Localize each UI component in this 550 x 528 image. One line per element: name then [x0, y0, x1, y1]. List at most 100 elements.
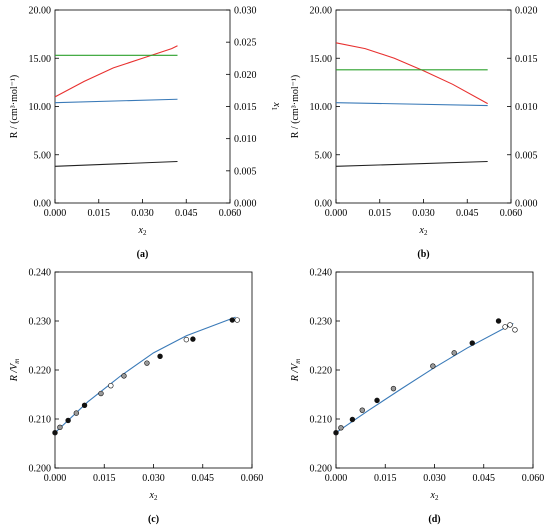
- y-axis-label: R / (cm³·mol⁻¹): [290, 75, 301, 139]
- y-tick-label: 0.220: [310, 366, 333, 377]
- y2-tick-label: 0.020: [515, 6, 538, 17]
- plot-frame: [54, 271, 253, 469]
- x-tick-label: 0.045: [473, 473, 496, 484]
- series-line-0: [54, 45, 178, 98]
- y2-label-sub: 1: [270, 107, 278, 111]
- data-point: [374, 397, 380, 404]
- x-tick-label: 0.030: [412, 208, 435, 219]
- y-tick-label: 20.00: [29, 6, 52, 17]
- data-point: [349, 416, 356, 423]
- x-tick-label: 0.030: [142, 473, 165, 484]
- data-point: [65, 417, 71, 424]
- plot-frame: [54, 9, 231, 204]
- x-tick-label: 0.060: [500, 208, 523, 219]
- series-line-2: [54, 98, 178, 104]
- chart-panel: 0.000 0.015 0.030 0.045 0.060 0.00 5.00 10.00 15…: [9, 6, 282, 261]
- data-point: [390, 385, 397, 392]
- x-tick-label: 0.060: [219, 208, 242, 219]
- data-point: [190, 336, 196, 342]
- data-point: [229, 317, 236, 323]
- data-point: [451, 350, 457, 356]
- y-label-sub: m: [294, 359, 302, 364]
- data-point: [183, 336, 190, 343]
- series-line-2: [335, 102, 488, 107]
- y-tick-label: 0.240: [310, 268, 333, 279]
- y-tick-label: 0.230: [29, 317, 52, 328]
- data-point: [502, 324, 508, 330]
- data-point: [469, 340, 475, 346]
- panel-label: (d): [428, 514, 440, 525]
- y2-tick-label: 0.005: [515, 150, 538, 161]
- data-point: [81, 402, 88, 408]
- x-tick-label: 0.030: [131, 208, 154, 219]
- x-axis-label: x2: [138, 225, 147, 237]
- x-tick-label: 0.045: [175, 208, 198, 219]
- y2-tick-label: 0.025: [234, 38, 257, 49]
- series-line-3: [54, 160, 178, 167]
- x-tick-label: 0.030: [423, 473, 446, 484]
- plot-frame: [335, 271, 534, 469]
- data-point: [121, 373, 127, 379]
- x-tick-label: 0.015: [93, 473, 116, 484]
- x-label-sub: 2: [154, 494, 158, 502]
- x-label-main: x: [149, 490, 155, 501]
- y-tick-label: 15.00: [310, 54, 333, 65]
- data-point: [98, 390, 104, 397]
- y-tick-label: 5.00: [315, 150, 333, 161]
- data-point: [507, 322, 513, 328]
- series-line-0: [335, 42, 488, 105]
- chart-panel: 0.000 0.015 0.030 0.045 0.060 0.200 0.210 0.220…: [290, 268, 544, 526]
- y-tick-label: 15.00: [29, 54, 52, 65]
- x-label-main: x: [138, 225, 144, 236]
- x-label-sub: 2: [435, 494, 439, 502]
- y2-tick-label: 0.000: [234, 199, 257, 210]
- x-axis-label: x2: [419, 225, 428, 237]
- x-tick-label: 0.000: [325, 473, 348, 484]
- x-label-main: x: [430, 490, 436, 501]
- data-point: [157, 353, 163, 359]
- y-tick-label: 0.210: [310, 415, 333, 426]
- x-axis-label: x2: [149, 490, 158, 502]
- y2-tick-label: 0.005: [234, 166, 257, 177]
- data-point: [495, 318, 502, 324]
- data-point: [234, 317, 240, 323]
- x-tick-label: 0.045: [192, 473, 215, 484]
- data-point: [57, 424, 63, 431]
- y-label-main: R /V: [9, 362, 20, 382]
- y-tick-label: 0.200: [29, 464, 52, 475]
- x-tick-label: 0.060: [241, 473, 264, 484]
- data-point: [430, 363, 436, 369]
- y-label-sub: m: [13, 359, 21, 364]
- y2-tick-label: 0.020: [234, 70, 257, 81]
- x-label-sub: 2: [143, 229, 147, 237]
- y-tick-label: 0.240: [29, 268, 52, 279]
- y2-tick-label: 0.015: [234, 102, 257, 113]
- panel-label: (c): [148, 514, 159, 525]
- series-line-3: [335, 160, 488, 167]
- y2-tick-label: 0.015: [515, 54, 538, 65]
- y-tick-label: 0.00: [315, 199, 333, 210]
- data-point: [333, 430, 339, 436]
- y2-axis-label: x1: [270, 102, 282, 111]
- x-tick-label: 0.060: [522, 473, 545, 484]
- y-tick-label: 0.00: [34, 199, 52, 210]
- data-point: [512, 327, 518, 333]
- data-point: [73, 410, 80, 416]
- x-tick-label: 0.000: [44, 473, 67, 484]
- y2-tick-label: 0.010: [515, 102, 538, 113]
- plot-frame: [335, 9, 512, 204]
- y-tick-label: 0.210: [29, 415, 52, 426]
- y-tick-label: 0.220: [29, 366, 52, 377]
- x-label-sub: 2: [424, 229, 428, 237]
- data-point: [144, 360, 150, 366]
- panel-label: (b): [417, 249, 429, 260]
- x-label-main: x: [419, 225, 425, 236]
- y2-label-main: x: [271, 102, 282, 108]
- y-tick-label: 20.00: [310, 6, 333, 17]
- x-tick-label: 0.015: [88, 208, 111, 219]
- y-tick-label: 0.230: [310, 317, 333, 328]
- fit-line: [54, 316, 236, 434]
- chart-panel: 0.000 0.015 0.030 0.045 0.060 0.200 0.210 0.220…: [9, 268, 263, 526]
- y2-tick-label: 0.030: [234, 6, 257, 17]
- data-point: [338, 425, 344, 431]
